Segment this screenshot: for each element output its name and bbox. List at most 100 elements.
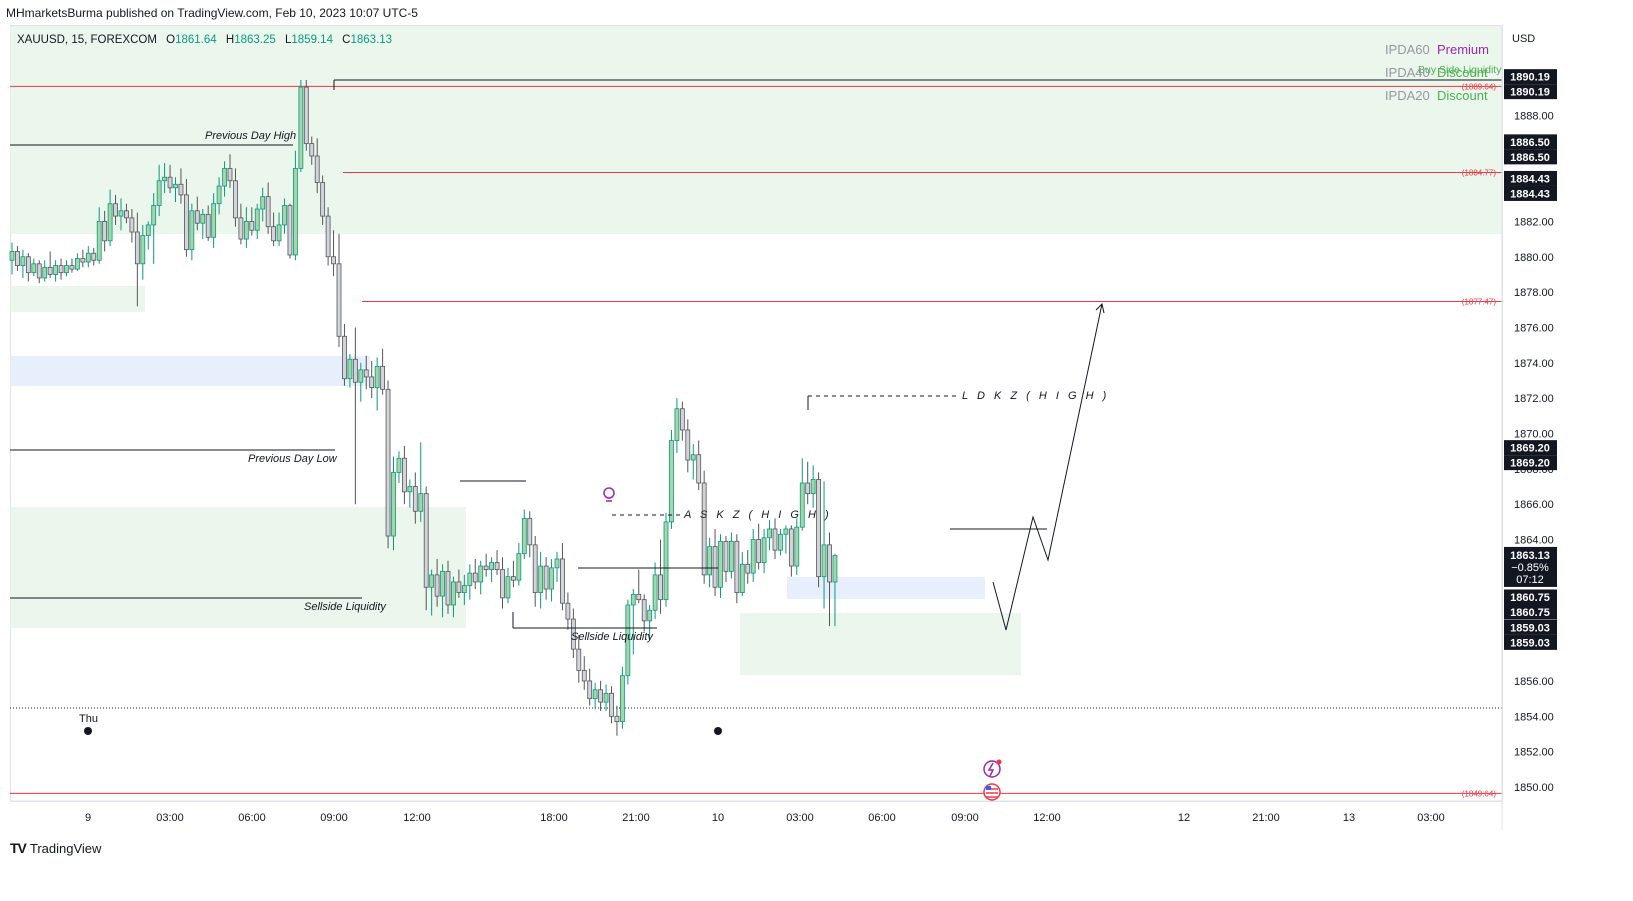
- candle[interactable]: [750, 528, 756, 582]
- candle[interactable]: [434, 558, 440, 607]
- candle[interactable]: [42, 260, 48, 282]
- candle[interactable]: [189, 203, 195, 261]
- candle[interactable]: [96, 207, 102, 264]
- candle[interactable]: [483, 553, 489, 577]
- candle[interactable]: [352, 327, 358, 505]
- candle[interactable]: [162, 163, 168, 194]
- candle[interactable]: [102, 210, 108, 252]
- candle[interactable]: [358, 362, 364, 402]
- candle[interactable]: [156, 164, 162, 217]
- candle[interactable]: [222, 161, 227, 197]
- candle[interactable]: [647, 604, 653, 641]
- candle[interactable]: [292, 150, 298, 261]
- candle[interactable]: [679, 401, 685, 441]
- candle[interactable]: [276, 212, 282, 247]
- candle[interactable]: [396, 451, 402, 483]
- candle[interactable]: [685, 419, 691, 473]
- candle[interactable]: [363, 355, 369, 390]
- candle[interactable]: [734, 534, 740, 604]
- tradingview-branding[interactable]: TV TradingView: [10, 840, 101, 856]
- candle[interactable]: [538, 551, 544, 609]
- lightning-event-icon[interactable]: [983, 759, 1002, 778]
- candle[interactable]: [576, 634, 582, 683]
- candle[interactable]: [64, 260, 69, 277]
- candle[interactable]: [91, 247, 97, 266]
- candle[interactable]: [107, 189, 113, 247]
- candle[interactable]: [423, 486, 429, 611]
- candle[interactable]: [516, 543, 522, 586]
- candle[interactable]: [636, 569, 642, 604]
- price-tag[interactable]: 1859.03: [1504, 634, 1557, 650]
- current-price-tag[interactable]: 1863.13−0.85%07:12: [1504, 546, 1557, 587]
- symbol-name[interactable]: XAUUSD, 15, FOREXCOM: [17, 34, 157, 46]
- candle[interactable]: [31, 258, 37, 277]
- candle[interactable]: [445, 560, 451, 614]
- price-tag[interactable]: 1859.03: [1504, 619, 1557, 635]
- candle[interactable]: [690, 444, 696, 480]
- candle[interactable]: [320, 175, 326, 225]
- candle[interactable]: [151, 193, 157, 264]
- candle[interactable]: [603, 684, 609, 711]
- candle[interactable]: [298, 80, 304, 172]
- candle[interactable]: [233, 168, 238, 227]
- candle[interactable]: [658, 539, 663, 614]
- candle[interactable]: [194, 196, 200, 231]
- candle[interactable]: [271, 212, 277, 247]
- candle[interactable]: [282, 198, 287, 234]
- candle[interactable]: [788, 525, 794, 577]
- candle[interactable]: [587, 668, 593, 706]
- candle[interactable]: [418, 442, 424, 522]
- candle[interactable]: [510, 560, 516, 588]
- candle[interactable]: [440, 564, 445, 618]
- candle[interactable]: [260, 187, 266, 222]
- projection-path[interactable]: [992, 303, 1103, 631]
- candle[interactable]: [472, 558, 478, 590]
- candle[interactable]: [211, 193, 217, 248]
- candle[interactable]: [314, 138, 320, 194]
- candle[interactable]: [756, 523, 762, 570]
- candle[interactable]: [500, 557, 505, 609]
- candle[interactable]: [456, 569, 462, 598]
- candle[interactable]: [36, 260, 42, 284]
- candle[interactable]: [429, 569, 435, 616]
- price-tag[interactable]: 1886.50: [1504, 149, 1557, 165]
- candle[interactable]: [80, 249, 86, 268]
- candle[interactable]: [391, 456, 396, 551]
- candle[interactable]: [767, 520, 772, 551]
- candle[interactable]: [129, 209, 135, 243]
- candle[interactable]: [309, 136, 315, 165]
- candle[interactable]: [249, 207, 255, 236]
- candle[interactable]: [347, 353, 353, 388]
- candle[interactable]: [718, 534, 723, 598]
- candle[interactable]: [745, 550, 751, 584]
- candle[interactable]: [124, 203, 129, 224]
- candle[interactable]: [581, 656, 587, 690]
- candle[interactable]: [15, 246, 20, 271]
- candle[interactable]: [778, 528, 783, 556]
- candle[interactable]: [723, 536, 729, 582]
- candle[interactable]: [669, 429, 674, 529]
- candle[interactable]: [674, 398, 680, 453]
- price-tag[interactable]: 1890.19: [1504, 69, 1557, 85]
- candle[interactable]: [570, 608, 576, 658]
- candle[interactable]: [641, 594, 647, 632]
- us-flag-event-icon[interactable]: [983, 783, 1001, 801]
- candle[interactable]: [805, 461, 811, 505]
- candle[interactable]: [69, 258, 75, 273]
- candle[interactable]: [527, 511, 533, 558]
- candle[interactable]: [772, 518, 778, 559]
- candle[interactable]: [374, 357, 380, 411]
- candle[interactable]: [598, 680, 603, 711]
- candle[interactable]: [407, 479, 413, 508]
- candle[interactable]: [254, 203, 260, 240]
- candle[interactable]: [832, 553, 838, 627]
- candle[interactable]: [554, 551, 560, 582]
- price-tag[interactable]: 1869.20: [1504, 455, 1557, 471]
- candle[interactable]: [227, 154, 233, 188]
- candle[interactable]: [505, 567, 511, 604]
- candle[interactable]: [412, 472, 418, 524]
- candle[interactable]: [385, 380, 391, 549]
- candle[interactable]: [451, 576, 456, 618]
- candle[interactable]: [712, 528, 718, 597]
- candle[interactable]: [25, 253, 31, 282]
